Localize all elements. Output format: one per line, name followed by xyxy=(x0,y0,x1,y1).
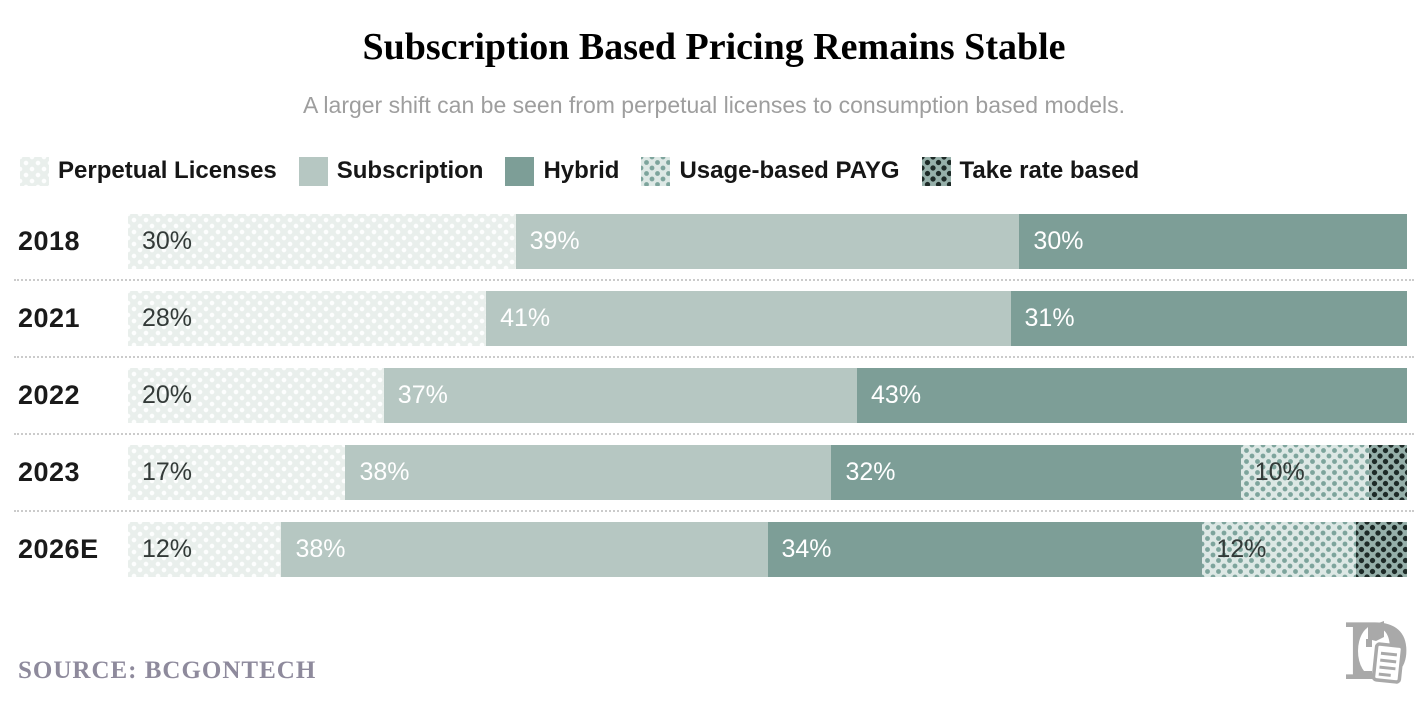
bar-row-2021: 2021 28% 41% 31% xyxy=(0,290,1428,346)
row-divider xyxy=(14,509,1414,512)
segment-hybrid: 30% xyxy=(1019,213,1407,269)
segment-value-label: 34% xyxy=(781,534,832,563)
segment-hybrid: 43% xyxy=(857,367,1407,423)
year-label: 2026E xyxy=(18,533,99,564)
bar-row-2023: 2023 17% 38% 32% 10% xyxy=(0,444,1428,500)
segment-subscription: 41% xyxy=(486,290,1011,346)
segment-value-label: 41% xyxy=(500,303,551,332)
bar-2022: 20% 37% 43% xyxy=(128,367,1407,423)
legend-item-takerate: Take rate based xyxy=(921,156,1140,186)
chart-footer: SOURCE: BCGONTECH D xyxy=(18,613,1412,693)
legend-label: Subscription xyxy=(336,157,484,185)
segment-value-label: 39% xyxy=(529,226,580,255)
row-divider xyxy=(14,432,1414,435)
legend-label: Usage-based PAYG xyxy=(679,157,900,185)
row-divider xyxy=(14,355,1414,358)
chart-legend: Perpetual Licenses Subscription Hybrid U… xyxy=(20,156,1428,186)
segment-payg: 12% xyxy=(1202,521,1356,577)
segment-value-label: 38% xyxy=(359,457,410,486)
legend-item-perpetual: Perpetual Licenses xyxy=(20,156,277,186)
segment-subscription: 38% xyxy=(345,444,832,500)
bar-row-2026e: 2026E 12% 38% 34% 12% xyxy=(0,521,1428,577)
segment-value-label: 38% xyxy=(295,534,346,563)
stacked-bar-chart: 2018 30% 39% 30% 2021 28% 41% 31% 2022 2… xyxy=(0,213,1428,577)
legend-label: Take rate based xyxy=(959,157,1140,185)
segment-perpetual: 28% xyxy=(128,290,487,346)
segment-subscription: 37% xyxy=(383,367,858,423)
segment-value-label: 28% xyxy=(142,303,193,332)
segment-value-label: 17% xyxy=(142,457,193,486)
segment-takerate xyxy=(1355,521,1407,577)
segment-perpetual: 12% xyxy=(128,521,282,577)
segment-value-label: 32% xyxy=(845,457,896,486)
segment-payg: 10% xyxy=(1240,444,1369,500)
legend-swatch-perpetual-icon xyxy=(20,156,49,186)
segment-perpetual: 17% xyxy=(128,444,346,500)
bar-row-2022: 2022 20% 37% 43% xyxy=(0,367,1428,423)
legend-swatch-subscription-icon xyxy=(298,156,328,186)
segment-subscription: 38% xyxy=(281,521,768,577)
chart-subtitle: A larger shift can be seen from perpetua… xyxy=(302,91,1126,118)
year-label: 2018 xyxy=(18,225,81,256)
segment-value-label: 20% xyxy=(142,380,193,409)
segment-value-label: 12% xyxy=(142,534,193,563)
chart-page: Subscription Based Pricing Remains Stabl… xyxy=(0,26,1428,706)
year-label: 2021 xyxy=(18,302,81,333)
segment-value-label: 12% xyxy=(1216,534,1267,563)
bar-row-2018: 2018 30% 39% 30% xyxy=(0,213,1428,269)
segment-hybrid: 34% xyxy=(767,521,1203,577)
row-divider xyxy=(14,278,1414,281)
bar-2023: 17% 38% 32% 10% xyxy=(128,444,1408,500)
legend-label: Perpetual Licenses xyxy=(58,157,277,185)
segment-subscription: 39% xyxy=(515,213,1020,269)
segment-takerate xyxy=(1368,444,1408,500)
bar-2021: 28% 41% 31% xyxy=(128,290,1407,346)
publisher-logo-icon: D xyxy=(1346,613,1410,693)
segment-perpetual: 30% xyxy=(128,213,516,269)
page-title: Subscription Based Pricing Remains Stabl… xyxy=(362,26,1066,68)
segment-value-label: 30% xyxy=(142,226,193,255)
bar-2018: 30% 39% 30% xyxy=(128,213,1407,269)
segment-value-label: 43% xyxy=(871,380,922,409)
year-label: 2022 xyxy=(18,379,81,410)
legend-swatch-payg-icon xyxy=(641,156,671,186)
segment-hybrid: 32% xyxy=(831,444,1241,500)
bar-2026e: 12% 38% 34% 12% xyxy=(128,521,1407,577)
year-label: 2023 xyxy=(18,456,81,487)
legend-item-subscription: Subscription xyxy=(298,156,484,186)
segment-value-label: 37% xyxy=(397,380,448,409)
legend-item-hybrid: Hybrid xyxy=(505,156,620,186)
legend-swatch-takerate-icon xyxy=(921,156,951,186)
legend-item-payg: Usage-based PAYG xyxy=(641,156,900,186)
segment-hybrid: 31% xyxy=(1010,290,1407,346)
segment-value-label: 31% xyxy=(1024,303,1075,332)
segment-perpetual: 20% xyxy=(128,367,384,423)
legend-label: Hybrid xyxy=(543,157,620,185)
legend-swatch-hybrid-icon xyxy=(505,156,535,186)
segment-value-label: 10% xyxy=(1254,457,1305,486)
source-attribution: SOURCE: BCGONTECH xyxy=(18,656,317,684)
segment-value-label: 30% xyxy=(1033,226,1084,255)
